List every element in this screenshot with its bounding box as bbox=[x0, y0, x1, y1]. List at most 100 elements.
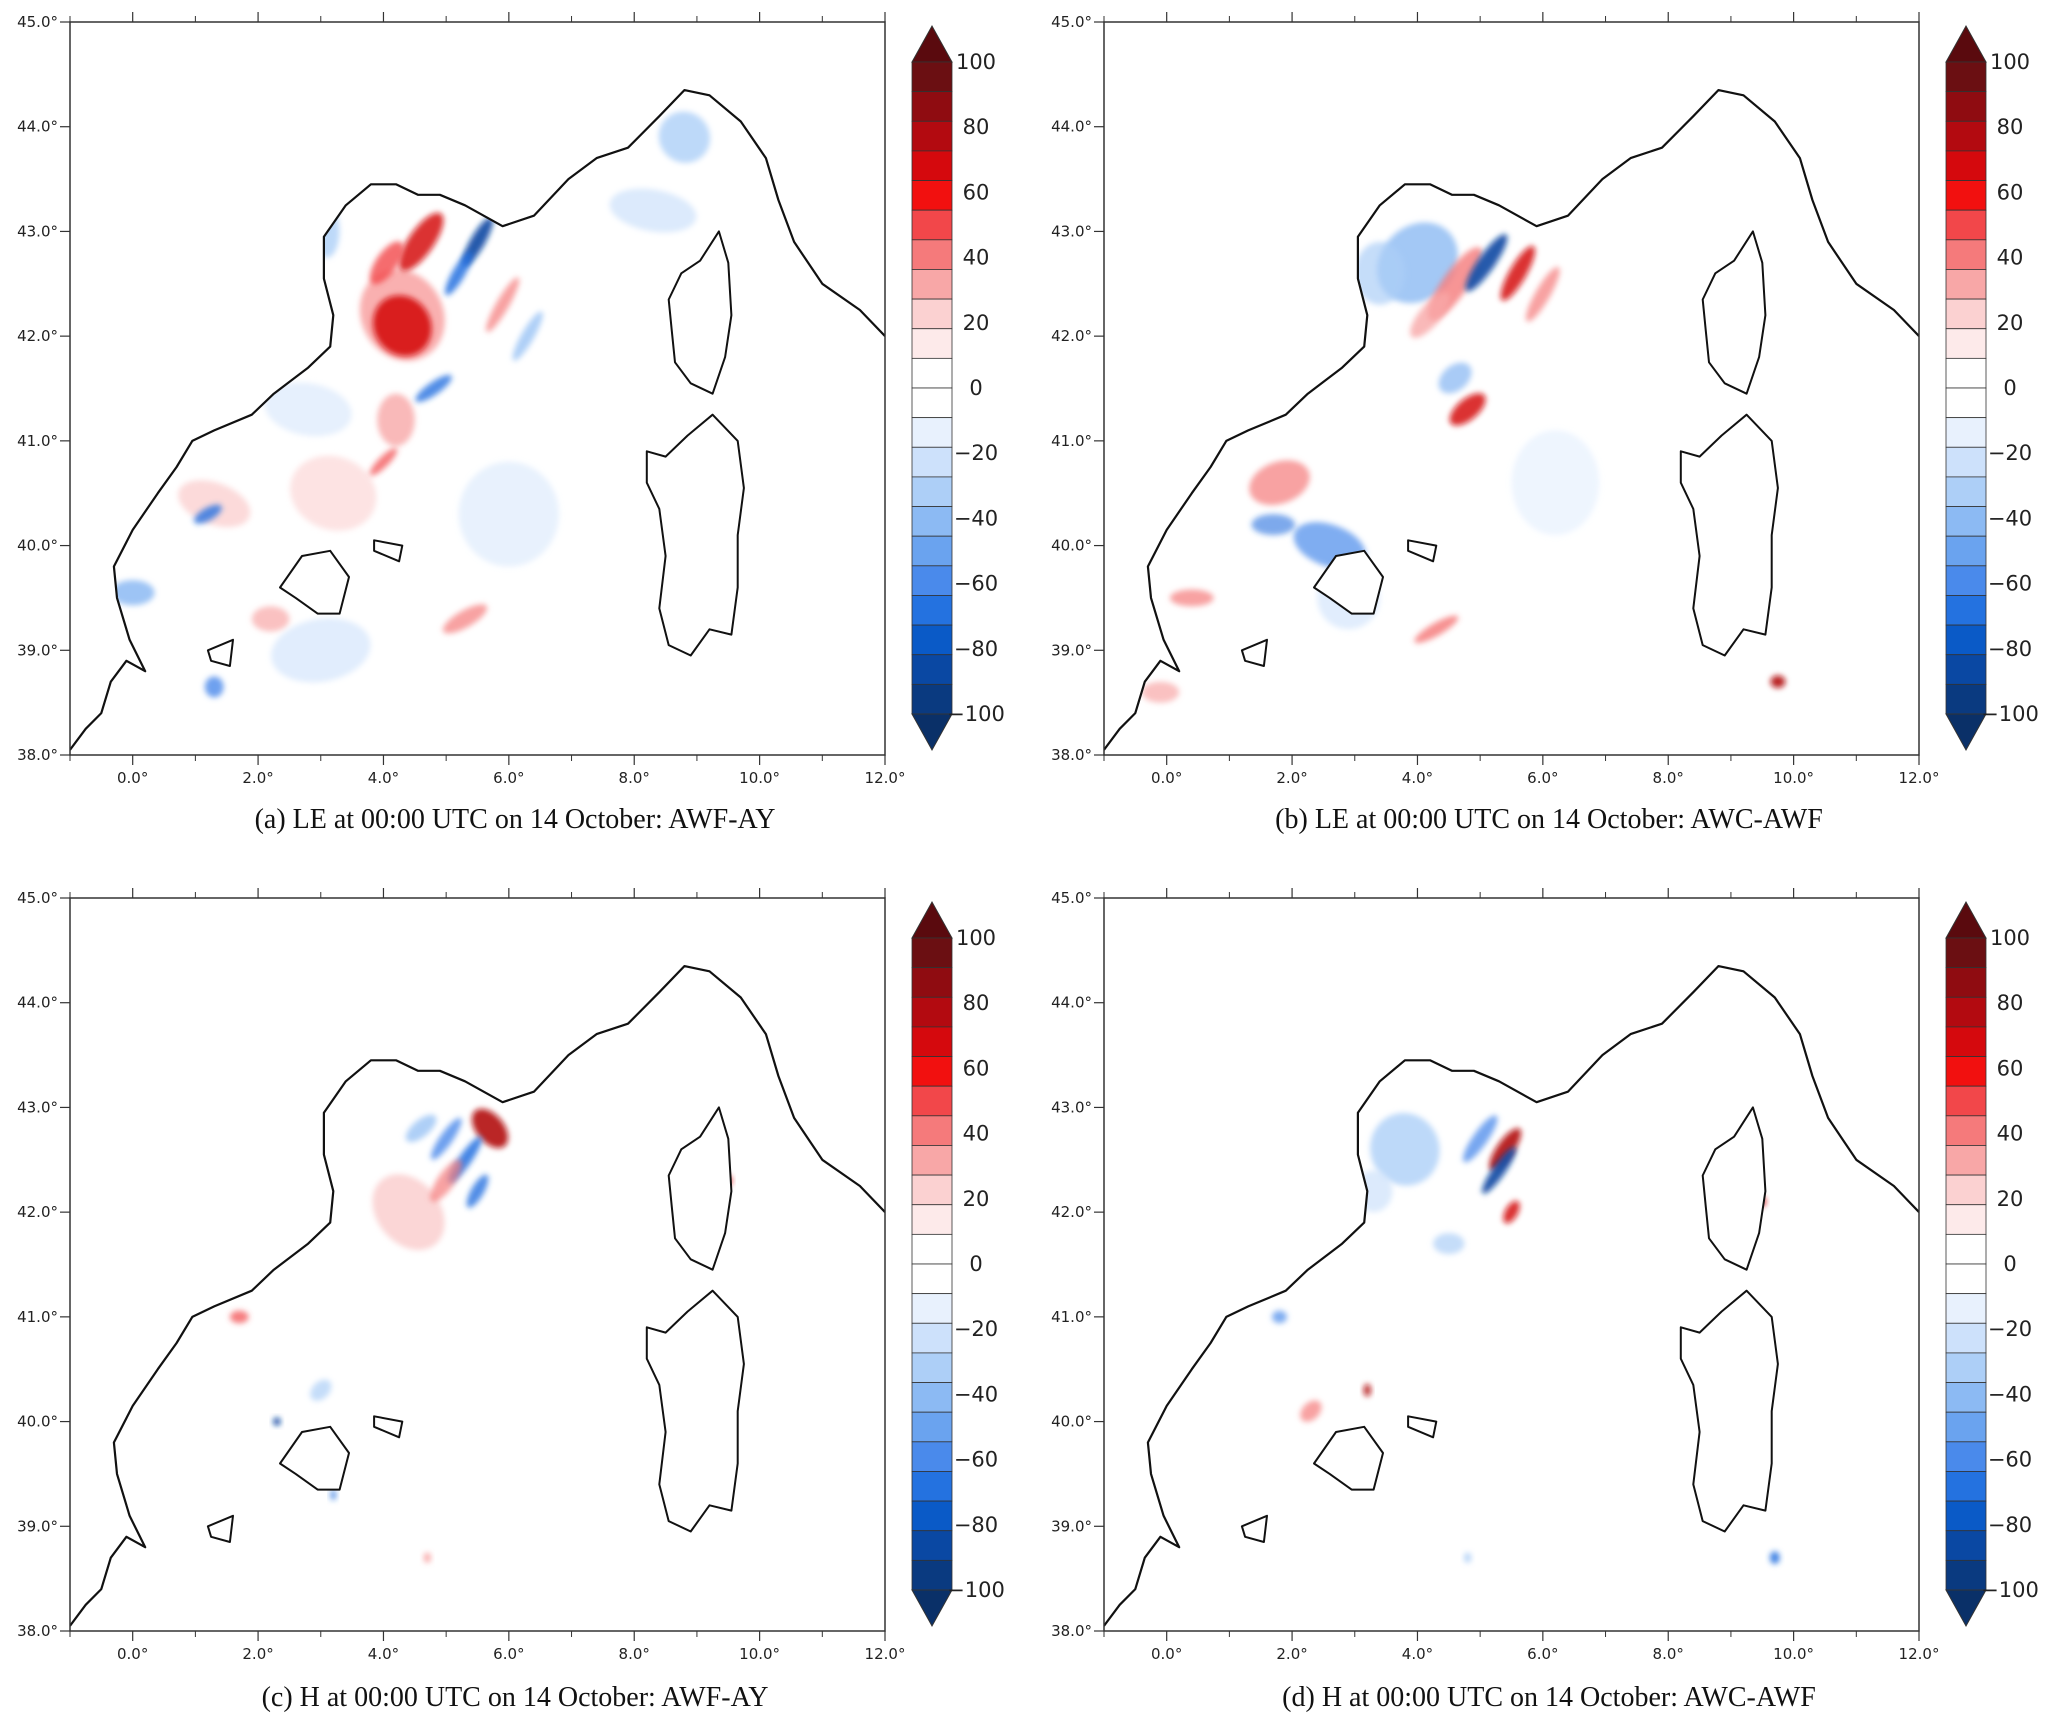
ibiza-coastline bbox=[206, 1514, 234, 1543]
colorbar-tick-label: −80 bbox=[1988, 637, 2032, 661]
colorbar-c: 100 80 60 40 20 0 −20 −40 −60 −80 −100 bbox=[911, 900, 1005, 1628]
colorbar-tick-label: −80 bbox=[1988, 1513, 2032, 1537]
map-panel-d: 0.0° 2.0° 4.0° 6.0° 8.0° 10.0° 12.0° 38.0° 39.0°… bbox=[1051, 888, 2039, 1663]
colorbar-bin bbox=[911, 446, 953, 478]
lat-tick-label: 43.0° bbox=[1051, 222, 1092, 240]
map-panel-a: 0.0° 2.0° 4.0° 6.0° 8.0° 10.0° 12.0° 38.0° 39.0°… bbox=[17, 12, 1005, 787]
colorbar-bin bbox=[911, 654, 953, 685]
lon-tick-label: 0.0° bbox=[1151, 1645, 1182, 1663]
colorbar-bin bbox=[1945, 624, 1987, 656]
colorbar-tick-label: −40 bbox=[1988, 506, 2032, 530]
colorbar-bin bbox=[1945, 1293, 1987, 1324]
colorbar-tick-label: −60 bbox=[1988, 572, 2032, 596]
colorbar-extend-max bbox=[911, 900, 953, 939]
colorbar-bin bbox=[911, 1441, 953, 1472]
colorbar-bin bbox=[911, 683, 953, 715]
colorbar-bin bbox=[1945, 180, 1987, 211]
colorbar-tick-label: 80 bbox=[1997, 115, 2024, 139]
coastlines-b bbox=[1104, 22, 1919, 751]
lon-tick-label: 4.0° bbox=[1402, 769, 1433, 787]
colorbar-bin bbox=[911, 1559, 953, 1591]
colorbar-bin bbox=[911, 91, 953, 122]
lat-tick-label: 38.0° bbox=[17, 746, 58, 764]
anomaly-feature bbox=[415, 374, 452, 403]
colorbar-bin bbox=[911, 535, 953, 567]
lon-tick-label: 10.0° bbox=[739, 769, 780, 787]
colorbar-bin bbox=[911, 1204, 953, 1235]
colorbar-tick-label: −80 bbox=[954, 1513, 998, 1537]
colorbar-bin bbox=[1945, 1411, 1987, 1443]
colorbar-tick-label: 20 bbox=[963, 311, 990, 335]
lat-tick-label: 44.0° bbox=[1051, 118, 1092, 136]
corsica-coastline bbox=[667, 1106, 733, 1271]
colorbar-tick-label: −20 bbox=[1988, 1317, 2032, 1341]
mainland-land bbox=[70, 898, 885, 1626]
anomaly-feature bbox=[1500, 245, 1536, 301]
caption-d: (d) H at 00:00 UTC on 14 October: AWC-AW… bbox=[1282, 1682, 1816, 1713]
lon-tick-label: 8.0° bbox=[619, 1645, 650, 1663]
colorbar-bin bbox=[911, 1382, 953, 1413]
colorbar-bin bbox=[1945, 328, 1987, 359]
lon-tick-label: 0.0° bbox=[117, 769, 148, 787]
lat-tick-label: 38.0° bbox=[1051, 1622, 1092, 1640]
colorbar-bin bbox=[911, 1293, 953, 1324]
colorbar-extend-min bbox=[911, 713, 953, 752]
anomaly-feature bbox=[1249, 460, 1310, 506]
colorbar-bin bbox=[911, 120, 953, 152]
colorbar-bin bbox=[1945, 1471, 1987, 1502]
mallorca-coastline bbox=[1313, 549, 1384, 615]
lat-tick-label: 42.0° bbox=[17, 327, 58, 345]
colorbar-tick-label: −60 bbox=[1988, 1448, 2032, 1472]
lat-tick-label: 39.0° bbox=[1051, 1517, 1092, 1535]
anomaly-feature bbox=[1769, 1551, 1780, 1564]
colorbar-bin bbox=[911, 1411, 953, 1443]
lat-tick-label: 39.0° bbox=[17, 641, 58, 659]
colorbar-bin bbox=[1945, 357, 1987, 389]
colorbar-extend-min bbox=[911, 1589, 953, 1628]
corsica-coastline bbox=[1701, 1106, 1767, 1271]
anomaly-feature bbox=[264, 382, 352, 437]
lat-tick-label: 39.0° bbox=[1051, 641, 1092, 659]
colorbar-bin bbox=[911, 565, 953, 596]
anomaly-feature bbox=[1370, 1112, 1440, 1186]
anomaly-feature bbox=[369, 241, 404, 285]
lat-tick-label: 39.0° bbox=[17, 1517, 58, 1535]
anomaly-feature bbox=[405, 1114, 437, 1143]
colorbar-bin bbox=[1945, 996, 1987, 1028]
colorbar-bin bbox=[1945, 506, 1987, 537]
panel-b: 0.0° 2.0° 4.0° 6.0° 8.0° 10.0° 12.0° 38.0° 39.0°… bbox=[1034, 0, 2067, 865]
anomaly-feature bbox=[1414, 615, 1459, 643]
anomaly-feature bbox=[486, 277, 520, 332]
colorbar-tick-label: −80 bbox=[954, 637, 998, 661]
lat-tick-label: 45.0° bbox=[1051, 13, 1092, 31]
lon-tick-label: 2.0° bbox=[242, 1645, 273, 1663]
colorbar-tick-label: 0 bbox=[969, 376, 982, 400]
lon-tick-label: 2.0° bbox=[1276, 769, 1307, 787]
anomaly-feature bbox=[1363, 1383, 1372, 1397]
mainland-land bbox=[70, 22, 885, 750]
colorbar-bin bbox=[911, 1026, 953, 1057]
anomaly-feature bbox=[271, 618, 371, 683]
colorbar-bin bbox=[911, 1471, 953, 1502]
colorbar-tick-label: −100 bbox=[1981, 702, 2039, 726]
colorbar-tick-label: 60 bbox=[1997, 180, 2024, 204]
colorbar-tick-label: −60 bbox=[954, 1448, 998, 1472]
colorbar-tick-label: 40 bbox=[1997, 246, 2024, 270]
anomaly-feature bbox=[1272, 1310, 1287, 1324]
anomaly-feature bbox=[1465, 234, 1508, 292]
lat-tick-label: 42.0° bbox=[17, 1203, 58, 1221]
colorbar-bin bbox=[1945, 1204, 1987, 1235]
mallorca-coastline bbox=[279, 1425, 350, 1491]
colorbar-bin bbox=[1945, 683, 1987, 715]
lat-tick-label: 44.0° bbox=[17, 118, 58, 136]
colorbar-bin bbox=[1945, 476, 1987, 507]
colorbar-tick-label: 20 bbox=[963, 1187, 990, 1211]
mainland-coastline bbox=[1104, 88, 1919, 751]
colorbar-bin bbox=[1945, 1530, 1987, 1561]
lon-tick-label: 12.0° bbox=[865, 1645, 906, 1663]
sardinia-coastline bbox=[645, 413, 745, 657]
colorbar-bin bbox=[1945, 1085, 1987, 1117]
colorbar-bin bbox=[911, 209, 953, 241]
menorca-coastline bbox=[1407, 1415, 1438, 1439]
colorbar-bin bbox=[911, 1174, 953, 1206]
